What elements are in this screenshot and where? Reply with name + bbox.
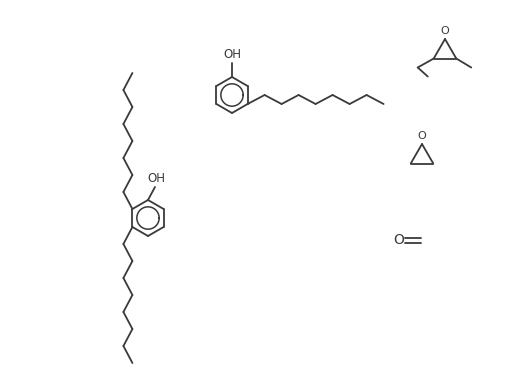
Text: O: O [417, 131, 426, 141]
Text: OH: OH [147, 172, 165, 185]
Text: OH: OH [223, 48, 241, 61]
Text: O: O [393, 233, 404, 247]
Text: O: O [440, 26, 449, 36]
